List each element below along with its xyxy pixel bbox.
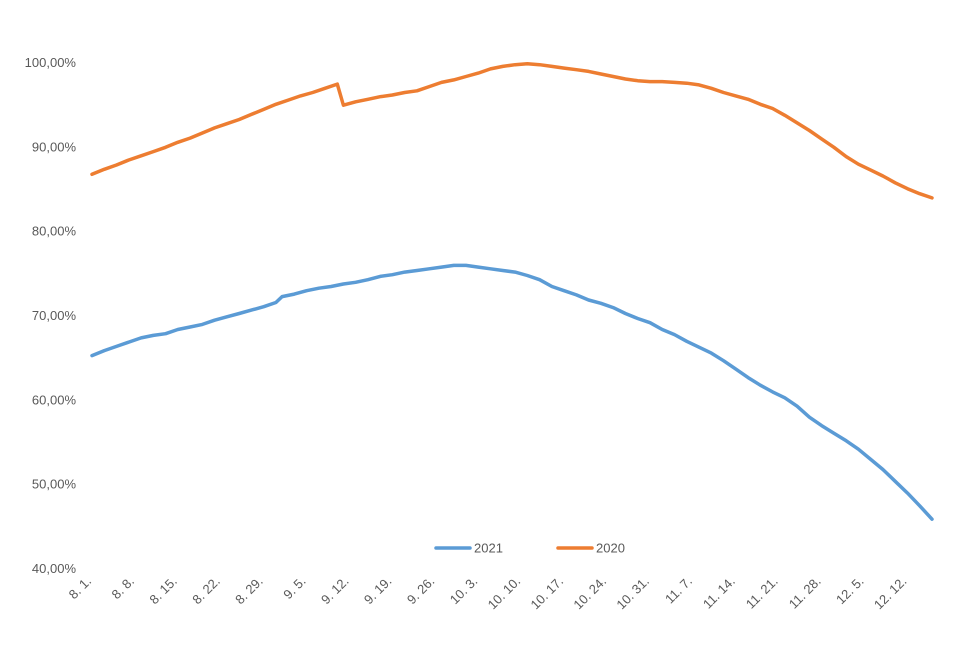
x-tick-label: 11. 21. <box>743 574 781 612</box>
x-tick-label: 10. 17. <box>528 574 567 613</box>
x-tick-label: 11. 7. <box>662 574 695 607</box>
x-tick-label: 9. 26. <box>404 574 438 608</box>
x-tick-label: 11. 14. <box>700 574 738 612</box>
legend-item-2021: 2021 <box>434 541 503 556</box>
y-tick-label: 50,00% <box>32 477 77 492</box>
y-tick-label: 90,00% <box>32 139 77 154</box>
x-tick-label: 8. 1. <box>66 574 94 602</box>
x-tick-label: 8. 22. <box>189 574 223 608</box>
x-tick-label: 9. 19. <box>361 574 395 608</box>
legend: 2021 2020 <box>434 541 625 556</box>
series-line-2020 <box>90 62 934 200</box>
y-tick-label: 60,00% <box>32 392 77 407</box>
x-tick-label: 9. 12. <box>318 574 352 608</box>
y-tick-label: 100,00% <box>25 55 77 70</box>
x-tick-label: 8. 8. <box>109 574 137 602</box>
y-tick-label: 40,00% <box>32 561 77 576</box>
series-line-2021 <box>90 263 934 521</box>
x-tick-label: 8. 29. <box>232 574 266 608</box>
x-tick-label: 12. 5. <box>833 574 867 608</box>
x-axis: 8. 1. 8. 8. 8. 15. 8. 22. 8. 29. 9. 5. 9. 12. 9… <box>66 574 910 613</box>
x-tick-label: 11. 28. <box>786 574 824 612</box>
legend-item-2020: 2020 <box>556 541 625 556</box>
x-tick-label: 9. 5. <box>280 574 308 602</box>
x-tick-label: 10. 10. <box>485 574 524 613</box>
plot-area <box>90 62 934 521</box>
legend-label: 2021 <box>474 541 503 556</box>
y-tick-label: 70,00% <box>32 308 77 323</box>
x-tick-label: 10. 31. <box>613 574 652 613</box>
x-tick-label: 10. 3. <box>447 574 481 608</box>
x-tick-label: 10. 24. <box>570 574 609 613</box>
y-tick-label: 80,00% <box>32 224 77 239</box>
y-axis: 40,00% 50,00% 60,00% 70,00% 80,00% 90,00% 100,… <box>25 55 77 576</box>
legend-label: 2020 <box>596 541 625 556</box>
x-tick-label: 12. 12. <box>871 574 910 613</box>
x-tick-label: 8. 15. <box>146 574 180 608</box>
